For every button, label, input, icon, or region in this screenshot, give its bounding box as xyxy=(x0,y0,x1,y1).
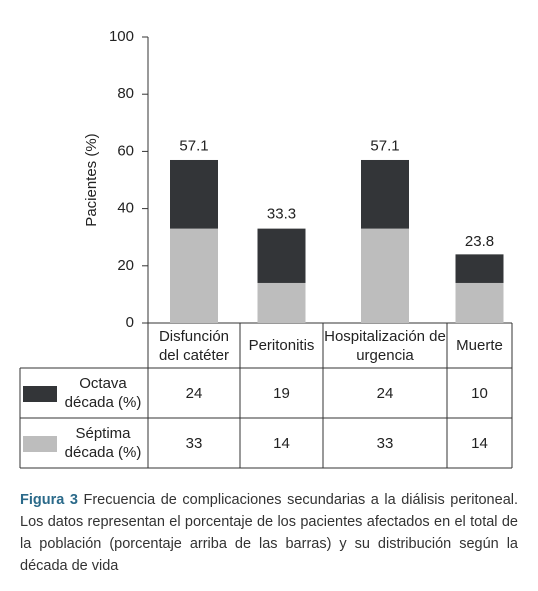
bar-segment xyxy=(361,228,409,323)
chart: Pacientes (%) 0 20 40 60 80 100 57.1 Disfunción… xyxy=(19,28,513,469)
y-tick-label: 20 xyxy=(117,257,134,274)
table-value: 14 xyxy=(471,434,488,452)
total-label: 57.1 xyxy=(179,138,208,155)
table-value: 33 xyxy=(185,434,203,452)
table-value-box: 10 xyxy=(471,384,488,402)
table-value-box: 33 xyxy=(376,434,394,452)
caption-label: Figura 3 xyxy=(20,492,78,508)
bar-segment xyxy=(361,159,409,229)
total-label: 57.1 xyxy=(370,138,399,155)
bar-segment xyxy=(170,159,218,229)
table-value: 33 xyxy=(376,434,394,452)
category-label: Disfunción del catéter xyxy=(158,327,230,364)
category-label-box: Hospitalización de urgencia xyxy=(324,327,446,364)
y-tick-label: 80 xyxy=(117,85,134,102)
category-label-box: Peritonitis xyxy=(248,337,315,354)
table-value: 10 xyxy=(471,384,488,402)
caption-text: Frecuencia de complicaciones secundarias… xyxy=(20,492,519,574)
table-value: 19 xyxy=(273,384,290,402)
y-tick-label: 40 xyxy=(117,200,134,217)
table-value-box: 24 xyxy=(376,384,394,402)
bar-segment xyxy=(170,228,218,323)
y-axis-label: Pacientes (%) xyxy=(83,133,100,226)
legend-swatch xyxy=(23,386,57,402)
legend-swatch xyxy=(23,436,57,452)
bar-segment xyxy=(455,254,504,283)
legend-label-box: Séptima década (%) xyxy=(64,425,142,461)
table-value-box: 14 xyxy=(471,434,488,452)
category-label: Hospitalización de urgencia xyxy=(324,327,446,364)
table-value-box: 14 xyxy=(273,434,290,452)
category-label: Muerte xyxy=(456,337,503,354)
y-tick-label: 100 xyxy=(109,28,134,45)
bar-segment xyxy=(257,282,306,323)
y-tick-label: 0 xyxy=(126,314,134,331)
table-value-box: 33 xyxy=(185,434,203,452)
y-tick-label: 60 xyxy=(117,142,134,159)
legend-label-box: Octava década (%) xyxy=(64,375,142,411)
legend-label: Séptima década (%) xyxy=(64,425,142,461)
table-value: 24 xyxy=(376,384,394,402)
caption: Figura 3 Frecuencia de complicaciones se… xyxy=(20,489,518,577)
total-label: 23.8 xyxy=(465,233,494,250)
legend-label: Octava década (%) xyxy=(64,375,142,411)
table-value-box: 24 xyxy=(185,384,203,402)
table-value: 14 xyxy=(273,434,290,452)
table-value-box: 19 xyxy=(273,384,290,402)
table-value: 24 xyxy=(185,384,203,402)
category-label: Peritonitis xyxy=(248,337,315,354)
category-label-box: Disfunción del catéter xyxy=(158,327,230,364)
bar-segment xyxy=(257,228,306,283)
bar-segment xyxy=(455,282,504,323)
total-label: 33.3 xyxy=(267,206,296,223)
category-label-box: Muerte xyxy=(456,337,503,354)
